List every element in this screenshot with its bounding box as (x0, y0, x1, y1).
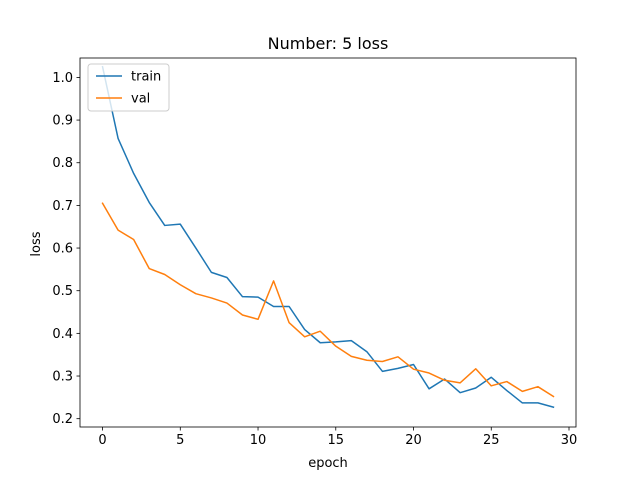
legend-label-val: val (131, 92, 150, 107)
x-tick-label: 25 (483, 433, 500, 448)
y-tick-label: 1.0 (52, 71, 73, 86)
x-tick-label: 0 (98, 433, 106, 448)
x-tick-label: 15 (328, 433, 345, 448)
y-tick-label: 0.3 (52, 370, 73, 385)
legend-label-train: train (131, 70, 161, 85)
axes-frame (79, 57, 577, 428)
y-tick-label: 0.5 (52, 284, 73, 299)
x-tick-label: 10 (250, 433, 267, 448)
y-tick-label: 0.6 (52, 242, 73, 257)
chart-title: Number: 5 loss (268, 34, 389, 53)
y-tick-label: 0.8 (52, 156, 73, 171)
plot-area: 0 5 10 15 20 25 30 0.2 0.3 0.4 0.5 0.6 0.7 0.8 0.9 1.0 t… (52, 57, 578, 448)
x-tick-label: 30 (561, 433, 578, 448)
y-tick-label: 0.7 (52, 199, 73, 214)
series-line-train (101, 65, 555, 409)
y-axis-label: loss (29, 231, 44, 256)
legend: train val (87, 63, 170, 112)
y-tick-label: 0.9 (52, 114, 73, 129)
y-tick-label: 0.4 (52, 327, 73, 342)
x-axis-label: epoch (308, 456, 348, 471)
series-line-val (101, 202, 555, 398)
x-tick-label: 5 (176, 433, 184, 448)
x-tick-label: 20 (405, 433, 422, 448)
y-tick-label: 0.2 (52, 412, 73, 427)
